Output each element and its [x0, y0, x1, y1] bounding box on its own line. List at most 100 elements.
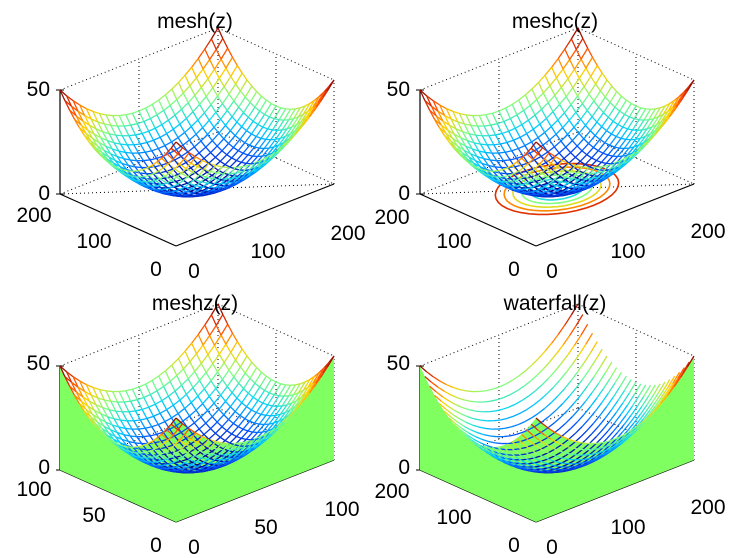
panel-meshc-mesh-row — [630, 129, 638, 141]
panel-meshz-mesh-col — [264, 389, 270, 394]
panel-meshc-mesh-col — [583, 167, 590, 175]
panel-waterfall-mesh-row — [488, 440, 496, 444]
panel-meshz-mesh-row — [250, 400, 259, 411]
panel-mesh-mesh-col — [283, 138, 289, 144]
panel-meshc-mesh-row — [475, 134, 483, 137]
panel-waterfall-mesh-row — [434, 394, 442, 402]
panel-meshz-mesh-row — [95, 404, 103, 409]
panel-mesh-mesh-col — [219, 160, 226, 166]
panel-mesh-mesh-col — [75, 115, 82, 126]
panel-mesh-mesh-col — [93, 147, 100, 154]
panel-meshz-mesh-row — [184, 462, 192, 466]
panel-waterfall-mesh-row — [624, 433, 633, 441]
panel-mesh-mesh-col — [288, 118, 294, 121]
panel-mesh-x-tick-100: 100 — [250, 240, 285, 263]
panel-waterfall-x-tick-0: 0 — [546, 536, 558, 558]
panel-mesh-mesh-col — [259, 110, 265, 115]
panel-waterfall-mesh-row — [440, 400, 449, 407]
panel-meshz-mesh-row — [86, 383, 94, 388]
panel-meshc-mesh-col — [550, 185, 557, 190]
panel-meshz-mesh-row — [84, 390, 92, 396]
panel-meshc-mesh-col — [571, 140, 578, 147]
panel-mesh-mesh-row — [234, 126, 243, 136]
panel-waterfall-mesh-row — [641, 395, 650, 407]
panel-meshz-mesh-row — [128, 440, 136, 444]
panel-mesh-mesh-row — [193, 140, 202, 148]
panel-waterfall-mesh-row — [649, 400, 658, 411]
panel-waterfall-mesh-row — [648, 384, 656, 397]
panel-mesh-mesh-col — [133, 144, 140, 154]
panel-meshc-mesh-col — [633, 144, 639, 148]
panel-meshc-mesh-col — [477, 167, 484, 171]
panel-meshz-mesh-row — [203, 380, 212, 390]
panel-meshc-mesh-col — [597, 150, 604, 154]
panel-mesh-title: mesh(z) — [157, 10, 233, 33]
panel-mesh-mesh-row — [153, 136, 161, 141]
panel-waterfall-mesh-row — [572, 353, 580, 365]
panel-meshc-mesh-row — [530, 147, 539, 155]
panel-mesh-x-tick-200: 200 — [330, 222, 365, 245]
panel-meshz-mesh-col — [179, 434, 185, 441]
panel-mesh-mesh-col — [302, 110, 309, 115]
panel-meshc-mesh-col — [483, 158, 490, 166]
panel-waterfall-mesh-row — [537, 459, 546, 464]
panel-meshz-mesh-col — [254, 422, 260, 425]
panel-meshz-mesh-col — [200, 452, 207, 459]
panel-waterfall-mesh-row — [482, 445, 490, 453]
panel-mesh-mesh-row — [170, 147, 179, 155]
panel-mesh-mesh-row — [203, 104, 212, 114]
panel-waterfall-mesh-row — [556, 461, 563, 464]
panel-meshz-mesh-row — [143, 435, 151, 438]
panel-mesh-mesh-col — [210, 187, 217, 192]
panel-waterfall-mesh-row — [557, 324, 566, 335]
panel-meshc-mesh-col — [516, 184, 523, 187]
panel-meshz-mesh-col — [164, 448, 171, 453]
panel-mesh-mesh-row — [168, 114, 176, 121]
panel-meshz-mesh-col — [84, 391, 90, 402]
panel-meshc-mesh-row — [556, 185, 563, 188]
panel-waterfall-mesh-row — [642, 409, 651, 420]
panel-waterfall-mesh-row — [466, 390, 473, 393]
panel-meshc-mesh-col — [596, 166, 603, 174]
panel-meshz-mesh-row — [185, 443, 193, 449]
panel-waterfall-mesh-row — [571, 408, 580, 418]
panel-mesh-mesh-row — [185, 111, 194, 119]
panel-meshc-mesh-col — [562, 127, 569, 135]
panel-meshc-mesh-col — [429, 109, 436, 120]
panel-meshz-mesh-col — [103, 425, 110, 434]
panel-meshz-mesh-col — [293, 392, 299, 396]
panel-meshz-mesh-col — [167, 434, 174, 441]
panel-meshc-mesh-row — [657, 105, 666, 118]
panel-waterfall-mesh-row — [581, 419, 590, 428]
panel-waterfall-mesh-row — [538, 350, 546, 359]
panel-meshc-mesh-col — [512, 139, 519, 149]
panel-mesh-mesh-row — [286, 118, 295, 130]
panel-waterfall-mesh-row — [452, 413, 460, 420]
panel-waterfall-mesh-row — [639, 404, 648, 415]
panel-waterfall-mesh-row — [516, 385, 524, 392]
panel-waterfall-mesh-row — [470, 400, 478, 403]
panel-meshz-mesh-row — [99, 388, 107, 392]
panel-waterfall-mesh-row — [560, 457, 568, 460]
panel-meshz-mesh-col — [90, 394, 97, 406]
panel-meshz-mesh-col — [211, 448, 218, 455]
panel-waterfall-grid-line — [419, 303, 579, 367]
panel-waterfall-mesh-row — [613, 443, 621, 450]
panel-meshz-mesh-row — [208, 387, 217, 397]
panel-meshc-mesh-row — [466, 114, 473, 117]
panel-mesh-mesh-col — [304, 102, 311, 107]
panel-meshz-mesh-col — [322, 366, 328, 374]
panel-mesh-mesh-col — [150, 179, 156, 183]
panel-meshz-mesh-col — [124, 428, 131, 437]
panel-meshc-mesh-row — [557, 157, 565, 165]
panel-meshz-mesh-col — [72, 376, 79, 388]
panel-waterfall-mesh-row — [586, 423, 594, 432]
panel-mesh-mesh-col — [147, 167, 154, 175]
panel-mesh-mesh-col — [116, 156, 123, 164]
panel-mesh-mesh-col — [205, 171, 212, 178]
panel-meshz-mesh-row — [146, 415, 154, 420]
panel-waterfall-mesh-row — [562, 462, 570, 465]
panel-meshc-mesh-col — [603, 164, 609, 172]
panel-mesh-mesh-row — [278, 136, 286, 146]
panel-waterfall-mesh-row — [646, 394, 655, 406]
